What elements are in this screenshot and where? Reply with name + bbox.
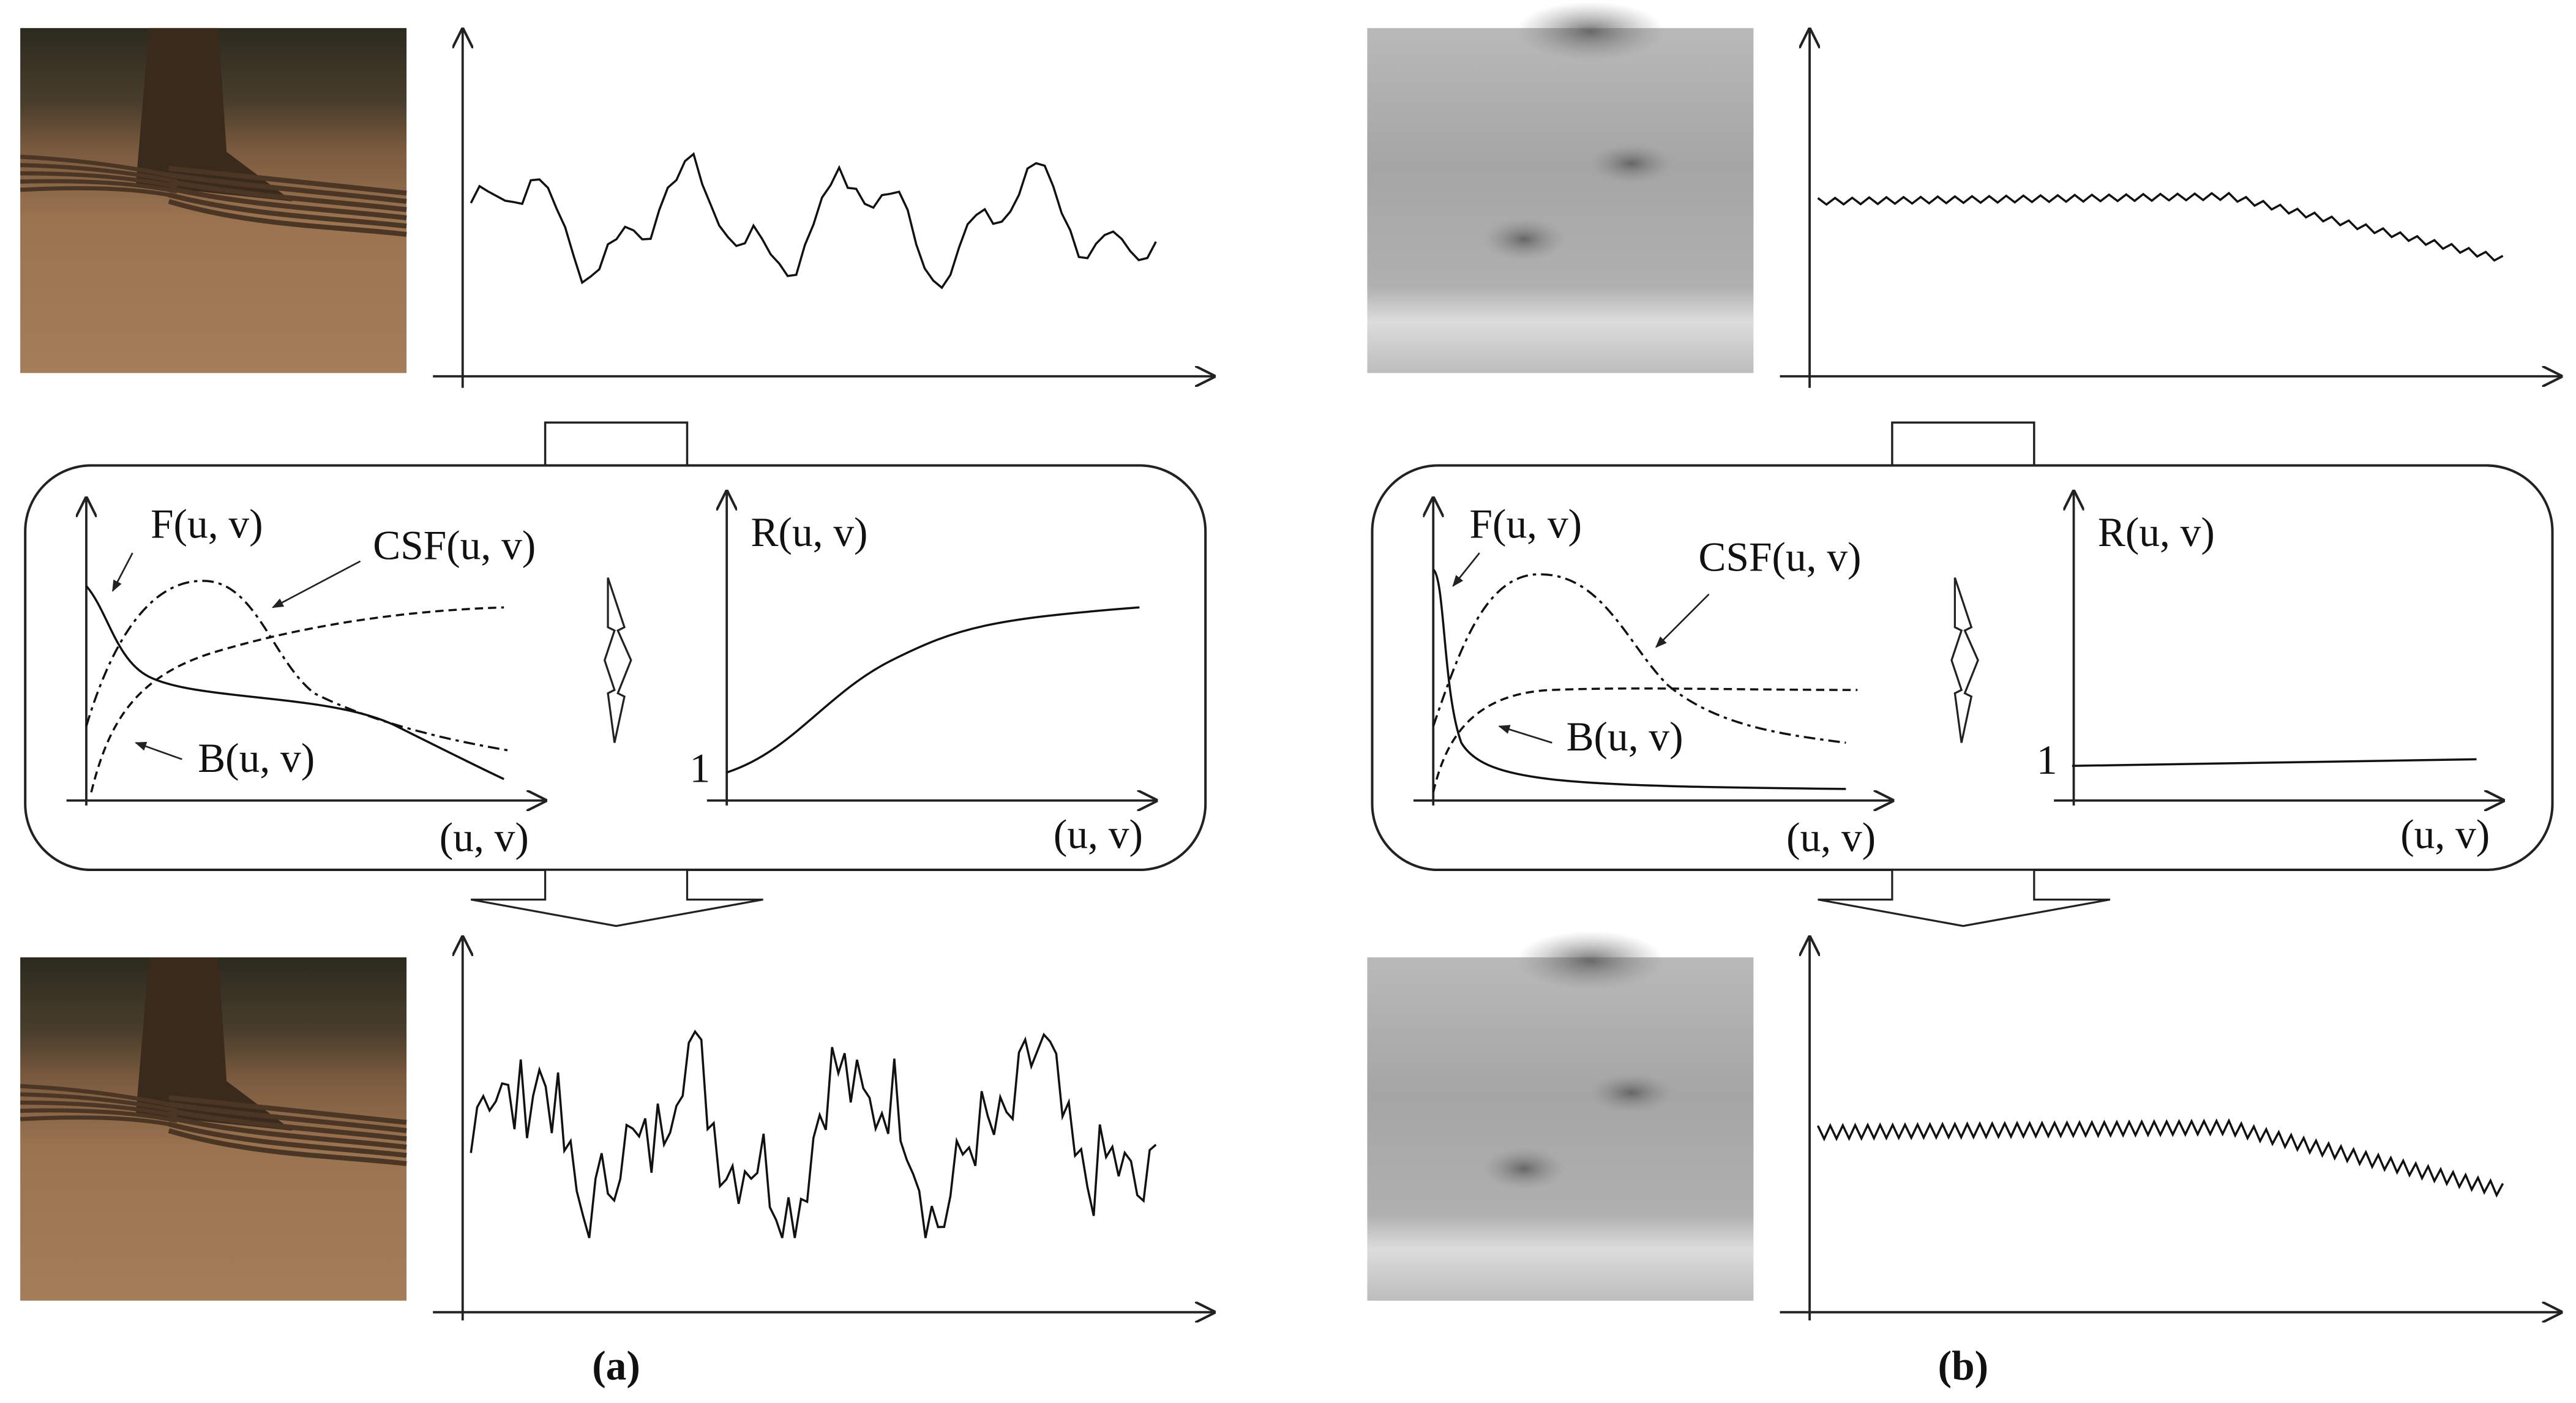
pointer-arrow	[1655, 593, 1710, 648]
photo-root	[20, 163, 178, 184]
transform-arrow	[1950, 577, 1979, 743]
photo-blob	[1483, 1147, 1566, 1191]
f-curve	[1432, 568, 1846, 790]
csf-curve	[1432, 573, 1846, 744]
photo-root	[168, 1095, 407, 1125]
r-label: R(u, v)	[2098, 509, 2215, 555]
photo-blob	[1516, 1, 1664, 61]
f-curve	[85, 585, 504, 780]
pointer-arrow	[111, 552, 133, 593]
photo-root	[168, 172, 407, 204]
photo-blob	[1590, 1072, 1673, 1113]
f-label: F(u, v)	[1470, 501, 1582, 547]
pointer-arrow	[1498, 725, 1552, 744]
photo-root	[168, 166, 407, 196]
signal-line	[470, 1030, 1157, 1238]
r-label: R(u, v)	[751, 509, 868, 555]
b-curve	[90, 606, 504, 793]
photo	[1367, 957, 1754, 1301]
csf-label: CSF(u, v)	[1699, 534, 1862, 580]
pointer-arrow	[135, 742, 182, 760]
photo-root	[20, 179, 178, 194]
photo-root	[20, 1115, 178, 1128]
panel-label: (a)	[592, 1343, 640, 1389]
transform-arrow	[603, 577, 632, 743]
signal-line	[1817, 192, 2504, 262]
csf-curve	[85, 580, 512, 752]
x-axis-label: (u, v)	[1054, 811, 1143, 857]
panel: F(u, v) CSF(u, v) B(u, v) (u, v) R(u, v) 1 (u,…	[20, 28, 1214, 1389]
connector-tab	[544, 421, 689, 467]
pointer-arrow	[1452, 552, 1480, 587]
photo-root	[168, 1128, 407, 1167]
photo-root	[168, 1108, 407, 1142]
x-axis-label: (u, v)	[440, 815, 529, 861]
b-label: B(u, v)	[1567, 714, 1683, 760]
photo-root	[168, 199, 407, 237]
signal-line	[1816, 1118, 2504, 1198]
photo-root	[168, 185, 407, 220]
photo-root	[20, 171, 178, 189]
connector-tab	[1891, 421, 2035, 467]
photo-root	[20, 1108, 178, 1123]
panel-label: (b)	[1938, 1343, 1988, 1389]
photo-blob	[1590, 143, 1673, 184]
photo-root	[168, 1115, 407, 1150]
r-tick-label: 1	[2037, 737, 2057, 783]
photo-root	[168, 192, 407, 229]
photo-root	[20, 1092, 178, 1113]
b-label: B(u, v)	[198, 735, 315, 781]
r-curve	[2072, 758, 2477, 767]
x-axis-label: (u, v)	[2400, 811, 2490, 857]
photo-root	[20, 154, 178, 179]
photo-blob	[1483, 217, 1566, 261]
photo-tree	[135, 957, 293, 1131]
photo-root	[168, 1101, 407, 1134]
pointer-arrow	[272, 560, 361, 608]
photo-root	[168, 179, 407, 212]
panel: F(u, v) CSF(u, v) B(u, v) (u, v) R(u, v) 1 (u,…	[1367, 1, 2561, 1389]
x-axis-label: (u, v)	[1786, 815, 1876, 861]
f-label: F(u, v)	[151, 501, 263, 547]
photo-root	[20, 1083, 178, 1108]
down-arrow	[470, 869, 763, 927]
csf-label: CSF(u, v)	[373, 522, 536, 568]
photo-root	[168, 1121, 407, 1158]
photo-root	[20, 1100, 178, 1118]
r-tick-label: 1	[690, 745, 711, 791]
photo-blob	[1516, 930, 1664, 990]
b-curve	[1432, 687, 1858, 793]
signal-line	[470, 152, 1157, 290]
down-arrow	[1818, 869, 2111, 927]
photo-root	[20, 186, 178, 199]
photo-tree	[135, 28, 293, 201]
r-curve	[726, 606, 1140, 774]
photo	[1367, 28, 1754, 373]
